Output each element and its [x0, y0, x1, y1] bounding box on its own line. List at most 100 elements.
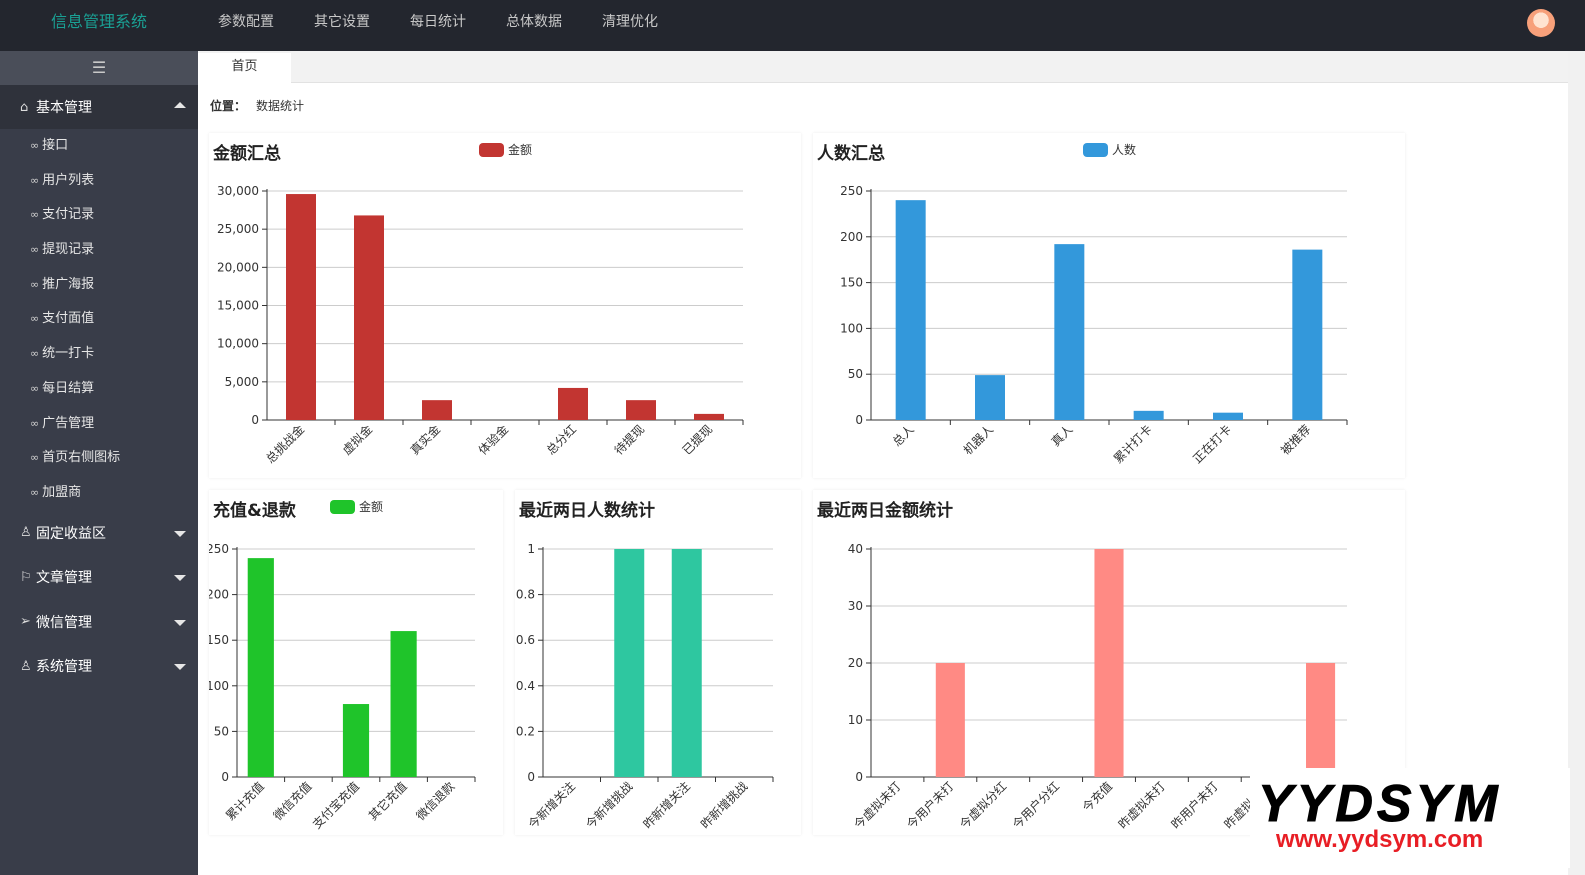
- chart-card-recharge-refund: 充值&退款 金额 0 50 100 150 200 250 累计充值 微信充值 支付宝充值 其它充…: [206, 490, 503, 835]
- link-icon: ∞: [30, 416, 40, 430]
- tab-bar: 首页: [198, 51, 1585, 83]
- sidebar-group-fixed-income[interactable]: ♙ 固定收益区: [0, 511, 198, 556]
- sidebar-item-daily-settlement[interactable]: ∞ 每日结算: [0, 372, 198, 407]
- bar: [935, 663, 965, 777]
- link-icon: ∞: [30, 381, 40, 395]
- sidebar-item-payments[interactable]: ∞ 支付记录: [0, 198, 198, 233]
- bar: [247, 558, 274, 777]
- y-tick-label: 200: [209, 588, 229, 602]
- legend-swatch: [1083, 142, 1108, 157]
- amount-summary-chart: 0 5,000 10,000 15,000 20,000 25,000 30,000 总挑战金…: [217, 184, 744, 466]
- bar: [1292, 249, 1323, 420]
- topnav-item-overall-data[interactable]: 总体数据: [506, 14, 562, 30]
- x-tick-label: 微信充值: [270, 779, 315, 824]
- sidebar-item-label: 支付面值: [42, 311, 95, 327]
- sidebar-item-pay-values[interactable]: ∞ 支付面值: [0, 302, 198, 337]
- bar: [671, 549, 702, 777]
- tab-home[interactable]: 首页: [198, 53, 291, 83]
- sidebar-group-label: 固定收益区: [36, 525, 106, 542]
- y-tick-label: 200: [840, 230, 863, 244]
- x-tick-label: 真人: [1049, 422, 1076, 449]
- link-icon: ∞: [30, 243, 40, 257]
- chart-legend[interactable]: 人数: [1083, 141, 1136, 158]
- y-tick-label: 40: [848, 542, 863, 556]
- app-title[interactable]: 信息管理系统: [50, 12, 147, 31]
- x-tick-label: 微信退款: [413, 779, 457, 823]
- y-tick-label: 150: [209, 633, 229, 647]
- sidebar-item-label: 接口: [42, 138, 69, 153]
- menu-toggle-icon[interactable]: ☰: [0, 51, 198, 85]
- topnav-item-cleanup[interactable]: 清理优化: [602, 14, 658, 30]
- top-nav: 参数配置 其它设置 每日统计 总体数据 清理优化: [198, 0, 678, 51]
- bar: [895, 200, 926, 420]
- y-tick-label: 30: [848, 599, 863, 613]
- x-tick-label: 累计打卡: [1111, 422, 1155, 466]
- sidebar-item-withdrawals[interactable]: ∞ 提现记录: [0, 233, 198, 268]
- link-icon: ∞: [30, 451, 40, 465]
- two-day-people-chart: 0 0.2 0.4 0.6 0.8 1 今新增关注 今新增挑战 昨新增关注 昨新增挑战: [516, 542, 774, 832]
- y-tick-label: 1: [527, 542, 535, 556]
- y-tick-label: 50: [848, 367, 863, 381]
- sidebar-item-right-icons[interactable]: ∞ 首页右侧图标: [0, 441, 198, 476]
- sidebar-item-posters[interactable]: ∞ 推广海报: [0, 268, 198, 303]
- y-tick-label: 0: [855, 770, 863, 784]
- sidebar-item-label: 加盟商: [42, 484, 82, 500]
- sidebar-group-system[interactable]: ♙ 系统管理: [0, 644, 198, 689]
- y-tick-label: 5,000: [225, 375, 259, 389]
- user-icon: ♙: [20, 525, 32, 541]
- link-icon: ∞: [30, 312, 40, 326]
- sidebar-item-label: 推广海报: [42, 276, 95, 292]
- sidebar-item-label: 统一打卡: [42, 346, 95, 362]
- chevron-down-icon: [174, 575, 186, 582]
- bar: [354, 215, 384, 420]
- bar: [1213, 412, 1243, 420]
- y-tick-label: 10: [848, 713, 863, 727]
- x-tick-label: 其它充值: [365, 779, 410, 824]
- legend-label: 金额: [359, 500, 384, 514]
- vertical-scrollbar[interactable]: [1568, 51, 1585, 875]
- bar: [1094, 549, 1124, 777]
- bar: [1133, 410, 1164, 420]
- chevron-down-icon: [174, 530, 186, 537]
- chart-title: 最近两日金额统计: [817, 501, 953, 521]
- sidebar-group-basic[interactable]: ⌂ 基本管理: [0, 85, 198, 129]
- bar: [1054, 244, 1085, 420]
- sidebar-item-api[interactable]: ∞ 接口: [0, 129, 198, 164]
- x-tick-label: 今新增关注: [525, 779, 578, 832]
- sidebar-item-user-list[interactable]: ∞ 用户列表: [0, 164, 198, 199]
- bar: [342, 704, 370, 777]
- topnav-item-daily-stats[interactable]: 每日统计: [410, 14, 466, 30]
- sidebar-item-checkin[interactable]: ∞ 统一打卡: [0, 337, 198, 372]
- sidebar-group-label: 微信管理: [36, 614, 92, 631]
- sidebar-item-label: 广告管理: [42, 415, 95, 431]
- sidebar-item-franchise[interactable]: ∞ 加盟商: [0, 476, 198, 511]
- sidebar-group-articles[interactable]: ⚐ 文章管理: [0, 555, 198, 600]
- y-tick-label: 0.4: [516, 679, 535, 693]
- sidebar-group-wechat[interactable]: ➢ 微信管理: [0, 600, 198, 645]
- x-tick-label: 今充值: [1079, 779, 1115, 815]
- chevron-down-icon: [174, 619, 186, 626]
- y-tick-label: 150: [840, 276, 863, 290]
- topnav-item-other-settings[interactable]: 其它设置: [314, 14, 370, 30]
- chart-title: 最近两日人数统计: [519, 501, 655, 521]
- main-area: 首页 位置： 数据统计 金额汇总 金额 0 5,000 10,000 15,000 20,…: [198, 51, 1585, 875]
- chart-legend[interactable]: 金额: [479, 141, 532, 158]
- topnav-item-params[interactable]: 参数配置: [218, 14, 274, 30]
- x-tick-label: 总分红: [543, 422, 579, 458]
- x-tick-label: 今新增挑战: [582, 779, 635, 832]
- x-tick-label: 今虚拟分红: [956, 779, 1009, 832]
- sidebar-group-label: 系统管理: [36, 659, 92, 676]
- sidebar-item-label: 首页右侧图标: [42, 450, 121, 466]
- x-tick-label: 累计充值: [222, 779, 267, 824]
- chart-title: 人数汇总: [817, 144, 885, 164]
- y-tick-label: 50: [214, 724, 229, 738]
- chart-legend[interactable]: 金额: [330, 498, 383, 515]
- x-tick-label: 已提现: [679, 422, 715, 458]
- legend-swatch: [479, 142, 504, 157]
- avatar[interactable]: [1527, 9, 1555, 37]
- y-tick-label: 100: [209, 679, 229, 693]
- sidebar-item-ads[interactable]: ∞ 广告管理: [0, 407, 198, 442]
- y-tick-label: 0: [855, 413, 863, 427]
- link-icon: ∞: [30, 277, 40, 291]
- legend-label: 金额: [508, 143, 533, 157]
